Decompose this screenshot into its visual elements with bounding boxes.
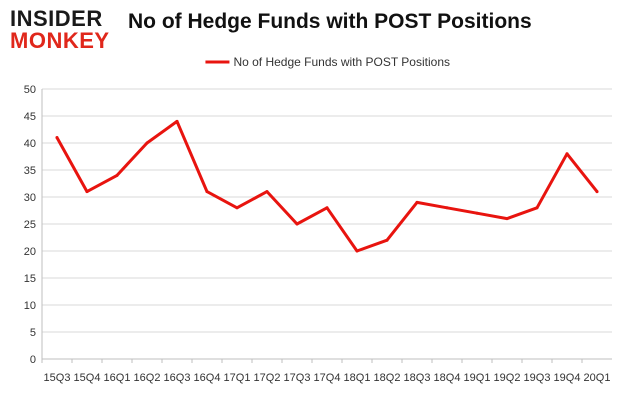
x-tick-label: 16Q3 (164, 372, 191, 384)
data-point (505, 217, 509, 221)
y-tick-label: 20 (24, 246, 36, 258)
legend-label: No of Hedge Funds with POST Positions (233, 55, 450, 69)
insider-monkey-logo: INSIDER MONKEY (8, 4, 118, 54)
x-tick-label: 20Q1 (584, 372, 611, 384)
gridlines (42, 88, 612, 360)
x-tick-label: 18Q1 (344, 372, 371, 384)
y-tick-label: 0 (30, 354, 36, 366)
y-tick-label: 45 (24, 111, 36, 123)
data-point (85, 190, 89, 194)
x-tick-label: 18Q3 (404, 372, 431, 384)
x-tick-label: 16Q4 (194, 372, 221, 384)
data-point (445, 206, 449, 210)
y-tick-label: 40 (24, 138, 36, 150)
data-point (145, 141, 149, 145)
series-line (55, 119, 599, 253)
x-tick-label: 17Q1 (224, 372, 251, 384)
data-point (355, 249, 359, 253)
x-tick-label: 15Q3 (44, 372, 71, 384)
y-tick-label: 25 (24, 219, 36, 231)
x-tick-label: 18Q2 (374, 372, 401, 384)
x-tick-label: 19Q4 (554, 372, 581, 384)
x-tick-label: 19Q1 (464, 372, 491, 384)
x-tick-labels: 15Q3 15Q4 16Q1 16Q2 16Q3 16Q4 17Q1 17Q2 17Q3 17Q4… (44, 372, 611, 384)
data-point (265, 190, 269, 194)
data-point (475, 211, 479, 215)
y-tick-label: 50 (24, 84, 36, 96)
data-point (325, 206, 329, 210)
y-tick-label: 15 (24, 273, 36, 285)
data-point (535, 206, 539, 210)
data-point (115, 173, 119, 177)
x-tick-label: 19Q2 (494, 372, 521, 384)
legend: No of Hedge Funds with POST Positions (205, 55, 450, 69)
series-layer (55, 119, 599, 253)
x-tick-label: 16Q1 (104, 372, 131, 384)
logo-line-1: INSIDER (10, 6, 103, 31)
y-tick-label: 30 (24, 192, 36, 204)
data-point (595, 190, 599, 194)
x-tick-label: 17Q4 (314, 372, 341, 384)
data-point (235, 206, 239, 210)
x-tick-label: 17Q2 (254, 372, 281, 384)
data-point (415, 200, 419, 204)
chart-title: No of Hedge Funds with POST Positions (128, 10, 532, 33)
logo-line-2: MONKEY (10, 28, 110, 53)
data-point (295, 222, 299, 226)
y-tick-label: 35 (24, 165, 36, 177)
y-tick-label: 10 (24, 300, 36, 312)
x-tick-label: 17Q3 (284, 372, 311, 384)
data-point (175, 119, 179, 123)
x-tick-label: 16Q2 (134, 372, 161, 384)
y-tick-labels: 0 5 10 15 20 25 30 35 40 45 50 (24, 84, 36, 366)
data-point (55, 136, 59, 140)
data-point (385, 238, 389, 242)
x-tick-label: 19Q3 (524, 372, 551, 384)
y-tick-label: 5 (30, 327, 36, 339)
x-tick-label: 18Q4 (434, 372, 461, 384)
data-point (565, 152, 569, 156)
x-tick-label: 15Q4 (74, 372, 101, 384)
data-point (205, 190, 209, 194)
axes (41, 89, 612, 363)
